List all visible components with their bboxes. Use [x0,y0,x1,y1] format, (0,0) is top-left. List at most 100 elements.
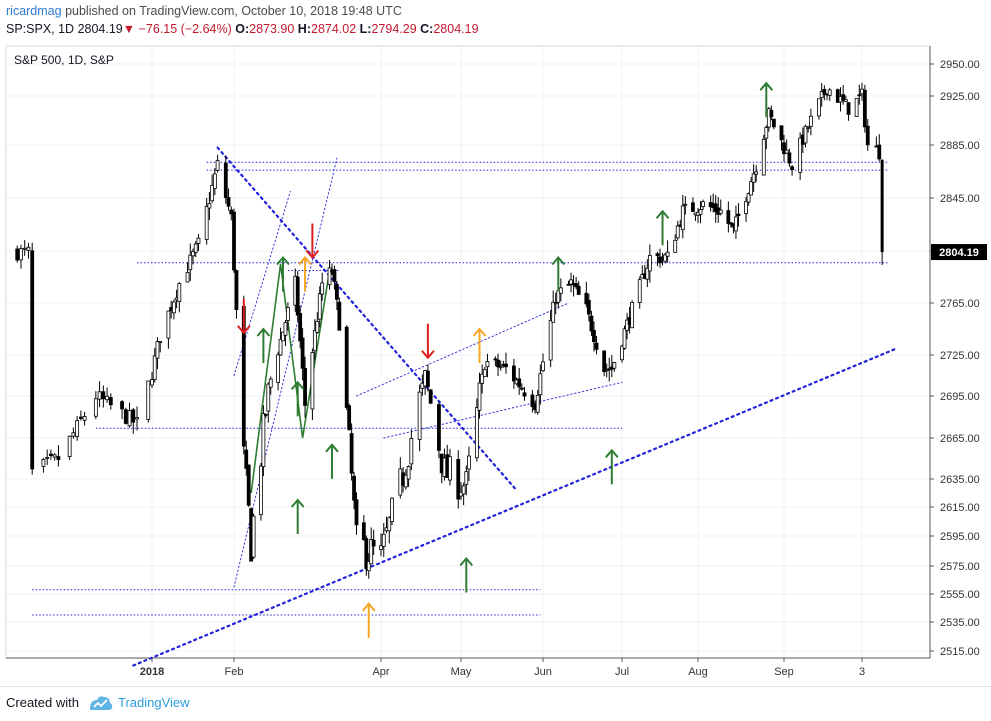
price-tick-label: 2765.00 [940,298,980,310]
candle-up [97,391,102,400]
up-arrow-icon [759,81,774,118]
price-tick-label: 2515.00 [940,646,980,658]
candle-up [67,435,72,457]
publish-text: published on TradingView.com, October 10… [65,4,402,18]
candle-up [541,361,545,372]
candle-down [101,391,106,400]
price-tick-label: 2725.00 [940,350,980,362]
candle-down [594,342,599,350]
candle-down [574,283,579,288]
low-value: 2794.29 [371,22,417,36]
candle-up [152,355,157,381]
candle-up [749,181,754,196]
candle-up [281,331,285,342]
price-change: −76.15 (−2.64%) [138,22,232,36]
candle-up [22,247,27,250]
candle-up [283,322,288,336]
up-arrow-icon [290,498,305,534]
candle-down [361,522,366,540]
candle-down [347,405,352,430]
candle-down [120,401,124,410]
candle-down [658,256,662,264]
candle-up [630,302,635,329]
candle-up [827,89,832,96]
footer: Created with TradingView [0,686,991,721]
candle-up [417,391,422,440]
candle-up [808,115,813,127]
candle-down [437,404,441,451]
candle-up [26,246,31,251]
up-arrow-icon [276,255,290,292]
candle-down [822,89,827,95]
candle-down [771,118,776,128]
candle-down [877,144,882,160]
candle-up [647,255,652,272]
time-tick-label: Sep [774,666,794,678]
candle-up [387,517,392,532]
trend-line[interactable] [216,146,518,492]
candle-down [352,475,356,501]
chart-title: S&P 500, 1D, S&P [14,53,114,67]
candle-up [817,98,821,117]
candle-down [880,159,884,253]
candle-down [56,456,61,461]
author-link[interactable]: ricardmag [6,4,62,18]
up-arrow-icon [256,327,271,363]
last-price-tag: 2804.19 [931,244,987,261]
candle-up [19,248,23,261]
price-tick-label: 2635.00 [940,474,980,486]
candle-up [188,254,193,271]
candle-up [675,225,680,239]
candle-down [857,94,862,97]
candle-up [158,341,163,343]
created-with-text: Created with [6,695,79,710]
candle-down [332,269,337,283]
candle-down [602,350,607,373]
up-arrow-icon [459,556,474,593]
candle-up [448,456,452,481]
candle-up [185,272,190,283]
trend-line[interactable] [356,302,569,397]
candle-up [278,338,283,356]
up-arrow-icon [325,443,339,479]
candle-down [782,142,786,155]
candle-up [207,203,212,209]
candle-up [680,205,685,231]
up-arrow-icon [605,448,619,485]
price-chart[interactable]: S&P 500, 1D, S&P 2950.00 2925.00 2885.00 28… [0,42,991,686]
candle-up [166,310,171,339]
up-arrow-icon [361,602,376,638]
trend-line[interactable] [383,381,623,439]
candle-up [261,413,266,468]
candle-up [146,380,151,420]
trend-line[interactable] [132,347,898,667]
candle-up [191,251,195,257]
candle-down [123,409,128,424]
candle-up [403,474,408,488]
candle-up [71,432,76,437]
time-tick-label: Aug [688,666,708,678]
candle-up [806,127,811,129]
candle-up [406,466,411,480]
candle-down [232,211,236,271]
candle-up [171,301,176,314]
candle-up [315,321,320,333]
candle-up [196,237,201,244]
candle-up [485,361,490,368]
candle-up [105,395,109,401]
candle-up [843,99,848,102]
time-axis[interactable]: 2018 Feb Apr May Jun Jul Aug Sep 3 [140,658,865,678]
candle-down [726,210,731,224]
candle-down [49,453,53,457]
candle-down [226,197,231,207]
candle-up [45,457,50,459]
time-tick-label: 3 [859,666,865,678]
candle-down [234,270,239,311]
candle-up [467,455,471,470]
candle-up [320,282,325,295]
tradingview-brand[interactable]: TradingView [118,695,190,710]
price-tick-label: 2695.00 [940,391,980,403]
candle-down [496,359,500,368]
candle-down [131,409,136,423]
candle-down [522,392,527,397]
